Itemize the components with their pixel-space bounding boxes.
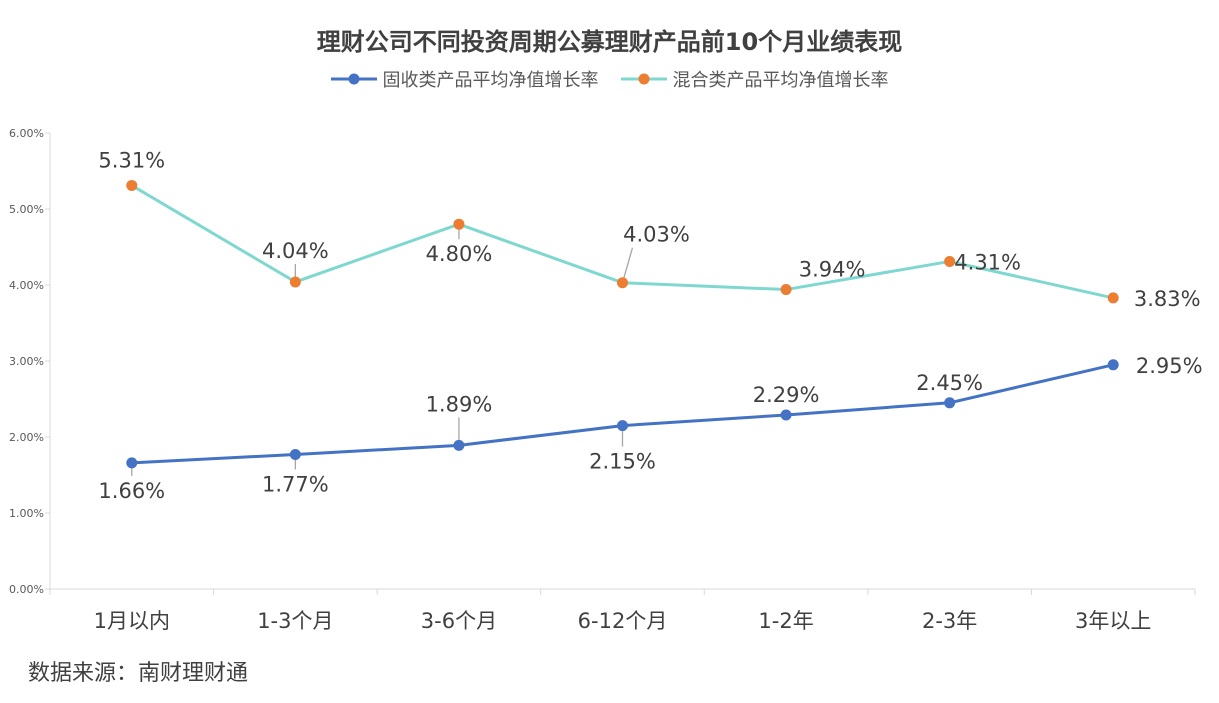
data-label-fixed-income: 1.89%	[426, 392, 493, 416]
data-point-fixed-income	[780, 409, 792, 421]
legend-item-fixed-income: 固收类产品平均净值增长率	[330, 66, 599, 92]
y-tick-label: 2.00%	[9, 431, 44, 444]
legend-marker-mixed	[620, 73, 667, 85]
y-tick-label: 5.00%	[9, 203, 44, 216]
data-label-fixed-income: 2.29%	[753, 383, 820, 407]
data-label-mixed: 3.94%	[799, 258, 866, 282]
data-point-mixed	[780, 284, 792, 296]
legend-marker-fixed-income	[330, 73, 377, 85]
data-point-fixed-income	[944, 397, 956, 409]
legend-label-mixed: 混合类产品平均净值增长率	[672, 70, 889, 91]
x-tick-label: 3年以上	[1075, 609, 1151, 633]
data-label-fixed-income: 1.77%	[262, 472, 329, 496]
data-point-mixed	[1107, 292, 1119, 304]
data-label-fixed-income: 2.95%	[1136, 354, 1203, 378]
data-label-mixed: 3.83%	[1134, 287, 1201, 311]
y-tick-label: 6.00%	[9, 127, 44, 140]
data-point-mixed	[453, 218, 465, 230]
data-point-fixed-income	[617, 420, 628, 432]
x-tick-label: 3-6个月	[421, 609, 497, 633]
data-label-fixed-income: 2.45%	[916, 371, 983, 395]
data-point-fixed-income	[126, 457, 138, 469]
legend-label-fixed-income: 固收类产品平均净值增长率	[382, 70, 599, 91]
data-point-mixed	[944, 255, 956, 267]
legend: 固收类产品平均净值增长率 混合类产品平均净值增长率	[0, 66, 1219, 92]
data-label-mixed: 4.03%	[623, 223, 690, 247]
data-point-fixed-income	[1107, 359, 1119, 371]
data-point-mixed	[126, 179, 138, 191]
legend-item-mixed: 混合类产品平均净值增长率	[620, 66, 889, 92]
data-label-mixed: 4.80%	[426, 242, 493, 266]
data-point-mixed	[289, 276, 301, 288]
data-label-fixed-income: 2.15%	[589, 450, 656, 474]
source-note: 数据来源：南财理财通	[28, 661, 249, 686]
x-tick-label: 6-12个月	[578, 609, 668, 633]
y-tick-label: 4.00%	[9, 279, 44, 292]
data-label-leader	[621, 247, 634, 283]
y-tick-label: 0.00%	[9, 583, 44, 596]
x-tick-label: 1-3个月	[257, 609, 333, 633]
x-tick-label: 2-3年	[922, 609, 977, 633]
x-tick-label: 1-2年	[758, 609, 813, 633]
data-point-mixed	[617, 277, 628, 289]
data-label-mixed: 4.31%	[954, 250, 1021, 274]
data-point-fixed-income	[453, 439, 465, 451]
x-tick-label: 1月以内	[94, 609, 170, 633]
data-point-fixed-income	[289, 448, 301, 460]
chart-title: 理财公司不同投资周期公募理财产品前10个月业绩表现	[316, 28, 903, 56]
data-label-mixed: 5.31%	[98, 148, 165, 172]
data-label-mixed: 4.04%	[262, 239, 329, 263]
data-label-fixed-income: 1.66%	[98, 479, 165, 503]
y-tick-label: 3.00%	[9, 355, 44, 368]
y-tick-label: 1.00%	[9, 507, 44, 520]
